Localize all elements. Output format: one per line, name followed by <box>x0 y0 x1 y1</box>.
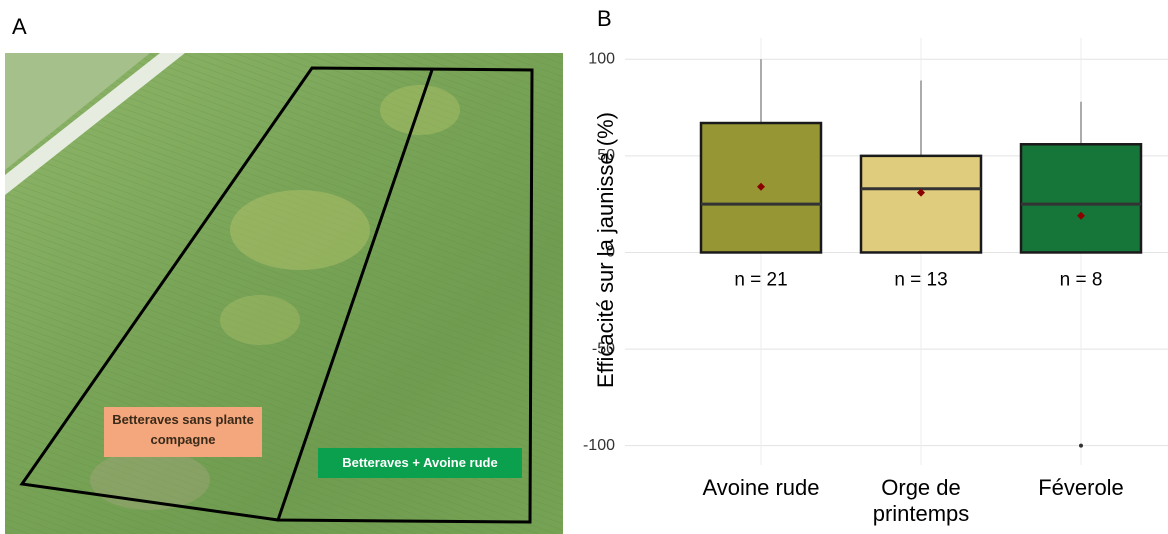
box <box>861 156 981 253</box>
photo-label: Betteraves + Avoine rude <box>318 455 522 470</box>
n-label: n = 13 <box>894 269 947 290</box>
panel-label: A <box>12 14 27 40</box>
canvas: -100-50050100Efficacité sur la jaunisse … <box>0 0 1168 534</box>
panel-label: B <box>597 6 612 32</box>
x-tick-label: Avoine rude <box>691 475 831 501</box>
n-label: n = 21 <box>734 269 787 290</box>
outlier <box>1079 444 1083 448</box>
y-tick-label: -100 <box>583 437 615 454</box>
photo-label: Betteraves sans plante compagne <box>104 410 262 450</box>
x-tick-label: Orge de printemps <box>851 475 991 527</box>
figure: -100-50050100Efficacité sur la jaunisse … <box>0 0 1168 534</box>
y-tick-label: 100 <box>588 50 615 67</box>
x-tick-label: Féverole <box>1011 475 1151 501</box>
y-axis-title: Efficacité sur la jaunisse (%) <box>593 112 618 388</box>
n-label: n = 8 <box>1060 269 1103 290</box>
box <box>1021 144 1141 252</box>
